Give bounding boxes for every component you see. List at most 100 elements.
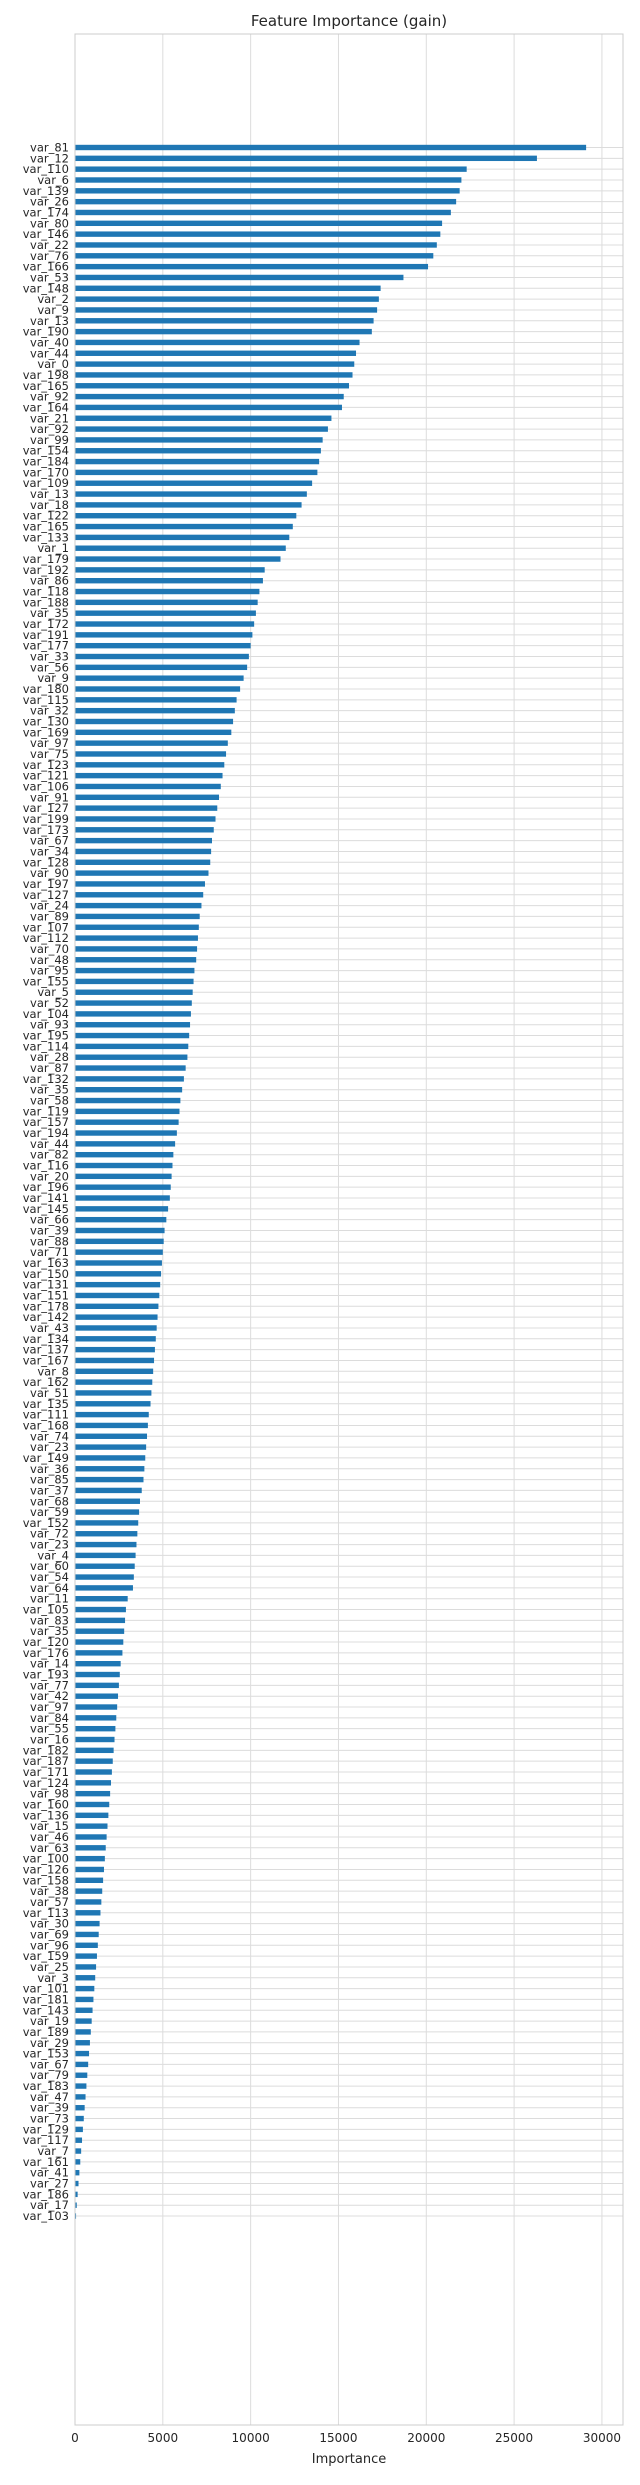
bar	[75, 372, 353, 378]
y-tick-label: var_172	[23, 617, 69, 631]
y-tick-label: var_121	[23, 769, 69, 783]
y-tick-label: var_162	[23, 1375, 69, 1389]
y-tick-label: var_136	[23, 1808, 69, 1822]
bar	[75, 2007, 93, 2013]
y-tick-label: var_134	[23, 1332, 69, 1346]
y-tick-label: var_181	[23, 1992, 69, 2006]
y-tick-label: var_17	[30, 2198, 69, 2212]
y-tick-label: var_67	[30, 834, 69, 848]
bar	[75, 653, 249, 660]
y-tick-label: var_37	[30, 1483, 69, 1497]
bar	[75, 1455, 146, 1461]
bar	[75, 1650, 123, 1656]
y-tick-label: var_51	[30, 1386, 69, 1400]
y-tick-label: var_112	[23, 931, 69, 945]
bar	[75, 469, 318, 476]
bar	[75, 274, 404, 281]
bar	[75, 967, 195, 974]
bar	[75, 296, 379, 302]
bar	[75, 794, 220, 800]
y-tick-label: var_66	[30, 1213, 69, 1227]
y-tick-label: var_5	[37, 985, 69, 999]
y-tick-label: var_190	[23, 325, 69, 339]
bar	[75, 1119, 179, 1125]
y-tick-label: var_4	[37, 1548, 69, 1562]
bar	[75, 502, 302, 508]
bar	[75, 393, 344, 400]
y-tick-label: var_87	[30, 1061, 69, 1075]
bar	[75, 1617, 126, 1624]
y-tick-label: var_77	[30, 1678, 69, 1692]
bar	[75, 1000, 192, 1006]
bar	[75, 783, 221, 790]
y-tick-label: var_120	[23, 1635, 69, 1649]
y-tick-label: var_39	[30, 1224, 69, 1238]
y-tick-label: var_44	[30, 1137, 69, 1151]
bar	[75, 675, 244, 681]
y-tick-label: var_105	[23, 1603, 69, 1617]
bar	[75, 599, 258, 606]
y-tick-label: var_57	[30, 1895, 69, 1909]
bar	[75, 707, 235, 714]
bar	[75, 762, 225, 768]
y-tick-label: var_7	[37, 2144, 69, 2158]
bar	[75, 263, 429, 270]
y-tick-label: var_14	[30, 1657, 69, 1671]
bar	[75, 1401, 151, 1407]
bar	[75, 1920, 100, 1927]
y-tick-label: var_107	[23, 920, 69, 934]
y-tick-label: var_2	[37, 292, 69, 306]
y-tick-label: var_35	[30, 1083, 69, 1097]
y-tick-label: var_124	[23, 1776, 69, 1790]
y-tick-label: var_52	[30, 996, 69, 1010]
bar	[75, 1725, 116, 1732]
y-tick-label: var_19	[30, 2014, 69, 2028]
bar	[75, 2180, 79, 2187]
bar	[75, 1206, 169, 1212]
bar	[75, 1325, 157, 1331]
bar	[75, 1975, 96, 1981]
bar	[75, 2126, 83, 2133]
y-tick-label: var_92	[30, 422, 69, 436]
bar	[75, 2029, 91, 2035]
bar	[75, 1357, 155, 1364]
y-tick-label: var_155	[23, 974, 69, 988]
y-tick-label: var_98	[30, 1787, 69, 1801]
y-tick-label: var_96	[30, 1938, 69, 1952]
bar	[75, 198, 457, 205]
bar	[75, 1888, 103, 1894]
bar	[75, 2115, 84, 2122]
y-tick-label: var_197	[23, 877, 69, 891]
bar	[75, 2137, 83, 2143]
bar	[75, 1097, 181, 1104]
y-tick-label: var_163	[23, 1256, 69, 1270]
y-tick-label: var_148	[23, 281, 69, 295]
y-tick-label: var_101	[23, 1982, 69, 1996]
bar-layer	[75, 144, 587, 2219]
bar	[75, 177, 462, 183]
x-tick-label: 20000	[407, 2431, 445, 2445]
y-tick-label: var_42	[30, 1689, 69, 1703]
y-tick-label: var_139	[23, 184, 69, 198]
y-tick-label: var_174	[23, 205, 69, 219]
bar	[75, 285, 381, 291]
y-tick-label: var_86	[30, 574, 69, 588]
bar	[75, 155, 537, 162]
bar	[75, 1855, 105, 1862]
y-tick-label: var_71	[30, 1245, 69, 1259]
y-tick-label: var_74	[30, 1429, 69, 1443]
y-tick-label: var_18	[30, 498, 69, 512]
y-tick-label: var_116	[23, 1159, 69, 1173]
bar	[75, 1173, 172, 1180]
y-tick-label: var_198	[23, 368, 69, 382]
bar	[75, 1249, 163, 1255]
bar	[75, 1606, 126, 1613]
bar	[75, 1520, 139, 1526]
y-tick-label: var_81	[30, 141, 69, 155]
y-tick-label: var_118	[23, 585, 69, 599]
bar	[75, 2061, 89, 2068]
bar	[75, 805, 218, 811]
y-tick-label: var_122	[23, 509, 69, 523]
y-tick-label: var_0	[37, 357, 69, 371]
y-tick-label: var_1	[37, 541, 69, 555]
